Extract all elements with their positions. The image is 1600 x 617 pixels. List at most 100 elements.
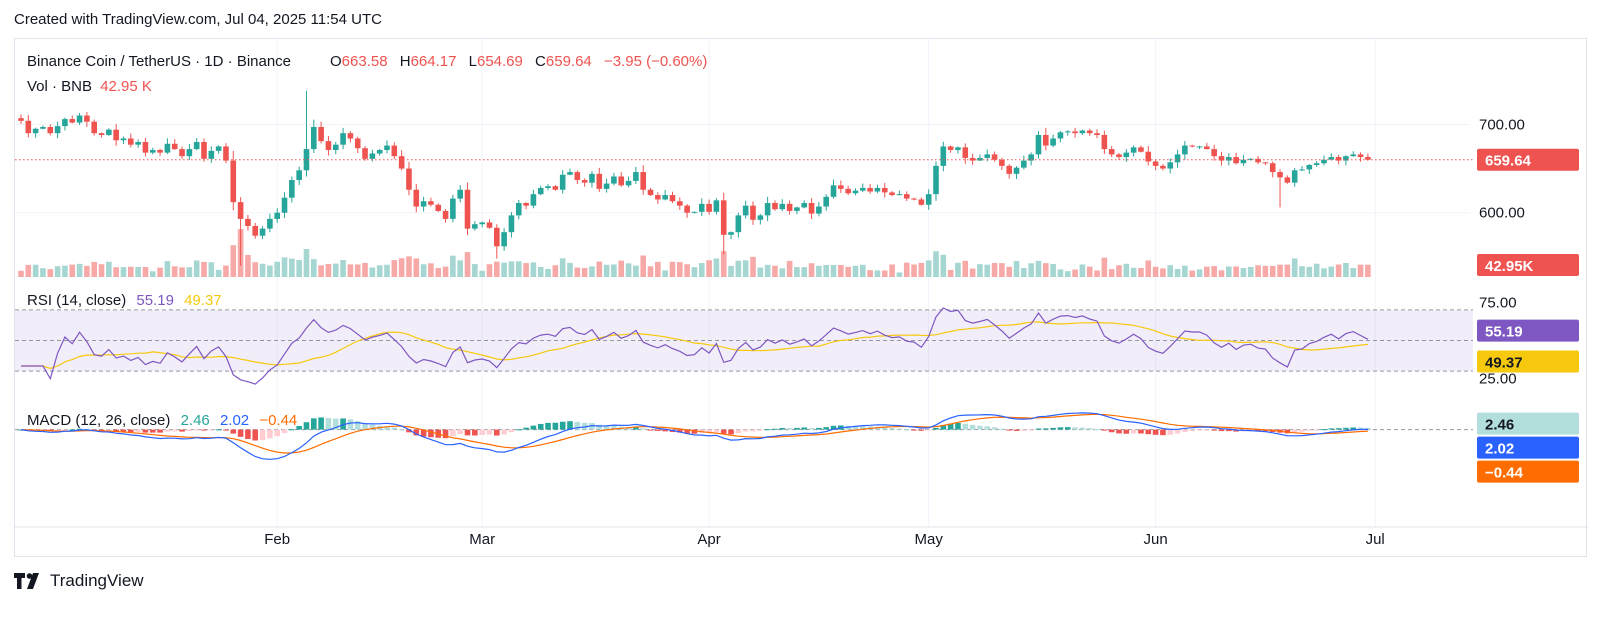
macd-hist-bar [135,429,141,432]
volume-bar [274,261,280,277]
candle-body [54,126,61,134]
macd-hist-bar [677,429,683,433]
volume-bar [1306,266,1313,277]
candle-body [903,194,910,199]
macd-hist-bar [955,422,961,430]
macd-hist-bar [54,429,61,431]
macd-hist-bar [1086,428,1093,430]
macd-hist-bar [1145,429,1152,435]
candle-body [311,127,317,150]
candle-body [567,172,573,175]
x-tick-apr: Apr [697,531,720,548]
volume-bar [823,265,829,277]
macd-hist-bar [171,429,178,432]
macd-hist-bar [742,429,749,432]
volume-bar [113,267,119,277]
macd-hist-bar [208,429,215,431]
volume-bar [530,262,537,277]
volume-bar [1269,265,1276,277]
macd-hist-bar [464,429,471,436]
volume-bar [867,270,873,277]
candle-body [1123,152,1130,158]
tradingview-brand[interactable]: TradingView [14,571,144,591]
macd-hist-bar [76,428,83,430]
macd-hist-bar [750,429,756,432]
macd-hist-bar [1050,427,1056,430]
volume-bar [179,267,185,277]
volume-bar [984,264,991,277]
candle-body [142,142,149,153]
candle-body [1211,149,1217,157]
macd-hist-bar [808,428,815,430]
macd-hist-bar [589,423,595,430]
macd-hist-bar [1262,429,1269,432]
macd-hist-bar [1343,427,1349,430]
macd-hist-bar [1204,429,1210,431]
volume-bar [1350,268,1357,277]
macd-hist-bar [1028,429,1034,431]
grid-lines [15,39,1470,527]
candle-body [1218,156,1225,161]
candle-body [215,146,222,151]
candle-body [267,218,273,229]
candle-body [1086,130,1093,134]
price-tick-500-partial: 500.00 [1479,248,1525,265]
macd-hist-bar [940,424,947,430]
candle-body [296,170,302,181]
volume-bar [1116,265,1122,277]
volume-bar [1189,270,1195,277]
macd-hist-bar [574,421,581,430]
macd-hist-bar [508,429,515,433]
macd-hist-bar [164,429,171,432]
candle-body [135,142,141,145]
candle-body [969,157,976,161]
candle-body [603,183,610,189]
candle-body [1130,147,1137,153]
macd-hist-bar [1211,429,1217,431]
candle-body [223,146,229,161]
candle-body [201,142,207,159]
macd-hist-bar [662,429,668,432]
chart-frame: Feb Mar Apr May Jun Jul 700.00 600.00 500.00 75.0… [14,38,1588,557]
macd-hist-bar [881,427,888,430]
volume-bar [1262,265,1269,277]
candle-body [940,146,947,166]
macd-hist-bar [245,429,251,439]
volume-bar [120,267,127,277]
macd-hist-bar [1101,429,1108,431]
volume-bar [1277,264,1283,277]
candle-body [508,215,515,233]
candle-body [823,196,829,207]
candle-body [589,173,595,183]
macd-hist-bar [1079,427,1086,430]
macd-hist-bar [947,423,954,430]
candle-body [1013,167,1020,174]
legend-rsi: RSI (14, close) 55.19 49.37 [27,292,222,309]
candle-body [1357,154,1364,158]
candle-body [420,201,427,207]
candle-body [874,187,881,192]
volume-bar [1247,266,1254,277]
macd-hist-bar [259,429,266,441]
candle-body [786,203,793,211]
macd-hist-bar [984,426,991,430]
volume-bar [18,270,24,277]
volume-bar [501,262,507,277]
candle-body [801,203,808,208]
macd-hist-bar [1167,429,1174,435]
candle-body [991,154,998,160]
volume-bar [611,264,617,277]
volume-bar [940,254,947,277]
macd-hist-bar [991,427,998,430]
candle-body [106,129,112,135]
volume-bar [589,266,595,277]
volume-bar [720,251,727,277]
volume-bar [933,251,939,277]
candle-body [413,189,420,207]
candle-body [794,207,800,211]
volume-bar [391,260,398,277]
candle-body [1189,145,1195,147]
volume-bar [1167,265,1174,277]
candle-body [237,202,244,219]
volume-bar [230,245,237,277]
